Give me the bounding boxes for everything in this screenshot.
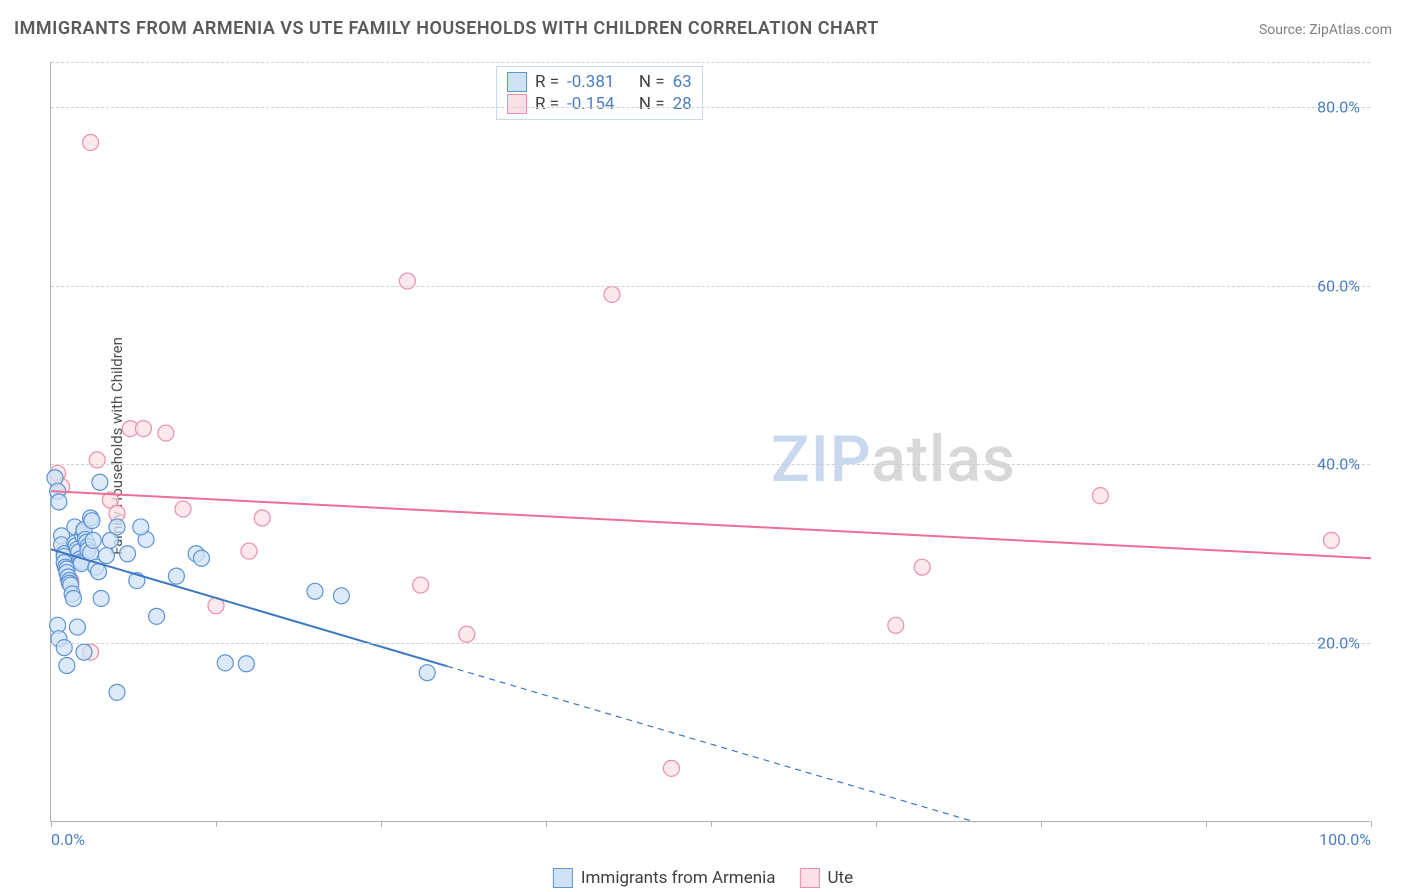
x-tick [546,821,547,827]
legend-item: Immigrants from Armenia [553,868,776,888]
scatter-plot: ZIPatlas R =-0.381 N =63R =-0.154 N =28 … [50,62,1370,822]
scatter-point [307,583,323,599]
chart-title: IMMIGRANTS FROM ARMENIA VS UTE FAMILY HO… [14,18,879,39]
source-attribution: Source: ZipAtlas.com [1259,22,1392,38]
title-bar: IMMIGRANTS FROM ARMENIA VS UTE FAMILY HO… [14,18,1392,39]
scatter-point [888,617,904,633]
scatter-point [254,510,270,526]
scatter-point [149,608,165,624]
legend-swatch [553,868,573,888]
source-link[interactable]: ZipAtlas.com [1309,22,1392,38]
y-tick-label: 40.0% [1317,455,1360,474]
stat-key: N = [639,94,665,114]
scatter-point [158,425,174,441]
x-tick [381,821,382,827]
y-tick-label: 80.0% [1317,97,1360,116]
scatter-point [663,760,679,776]
scatter-point [193,550,209,566]
scatter-point [604,286,620,302]
scatter-point [135,421,151,437]
gridline [51,62,1370,63]
scatter-point [333,588,349,604]
legend-swatch [507,72,527,92]
gridline [51,643,1370,644]
gridline [51,107,1370,108]
scatter-point [175,501,191,517]
legend-label: Immigrants from Armenia [581,868,776,888]
chart-canvas [51,62,1370,821]
y-tick-label: 20.0% [1317,634,1360,653]
source-label: Source: [1259,22,1306,38]
stat-key: R = [535,94,559,114]
scatter-point [85,532,101,548]
scatter-point [238,656,254,672]
stat-key: R = [535,72,559,92]
scatter-point [89,452,105,468]
stats-legend: R = -0.381 N = 63 R = -0.154 N = 28 [496,66,703,120]
scatter-point [168,568,184,584]
scatter-point [413,577,429,593]
scatter-point [65,590,81,606]
scatter-point [91,564,107,580]
y-tick-label: 60.0% [1317,276,1360,295]
scatter-point [241,543,257,559]
x-tick-label: 0.0% [51,830,85,849]
stats-row: R = -0.154 N = 28 [507,93,692,115]
stat-n-value: 28 [673,94,692,114]
scatter-point [133,519,149,535]
scatter-point [120,546,136,562]
scatter-point [217,655,233,671]
scatter-point [56,640,72,656]
scatter-point [76,644,92,660]
legend-label: Ute [828,868,854,888]
x-tick [711,821,712,827]
scatter-point [83,134,99,150]
x-tick [51,821,52,827]
stat-r-value: -0.154 [567,94,614,114]
stat-n-value: 63 [673,72,692,92]
stat-key: N = [639,72,665,92]
legend-swatch [800,868,820,888]
scatter-point [109,519,125,535]
scatter-point [69,619,85,635]
x-tick [876,821,877,827]
stats-row: R = -0.381 N = 63 [507,71,692,93]
scatter-point [93,590,109,606]
stat-r-value: -0.381 [567,72,614,92]
scatter-point [914,559,930,575]
x-tick-label: 100.0% [1319,830,1371,849]
scatter-point [399,273,415,289]
scatter-point [109,684,125,700]
gridline [51,286,1370,287]
legend-swatch [507,94,527,114]
series-legend: Immigrants from Armenia Ute [553,868,853,888]
scatter-point [1092,488,1108,504]
scatter-point [51,494,67,510]
x-tick [1041,821,1042,827]
scatter-point [92,474,108,490]
x-tick [1206,821,1207,827]
x-tick [1371,821,1372,827]
trend-line [51,549,447,666]
scatter-point [419,665,435,681]
scatter-point [84,513,100,529]
trend-line-extrapolated [447,666,975,822]
scatter-point [459,626,475,642]
legend-item: Ute [800,868,854,888]
gridline [51,464,1370,465]
scatter-point [59,658,75,674]
scatter-point [98,548,114,564]
x-tick [216,821,217,827]
scatter-point [1323,532,1339,548]
